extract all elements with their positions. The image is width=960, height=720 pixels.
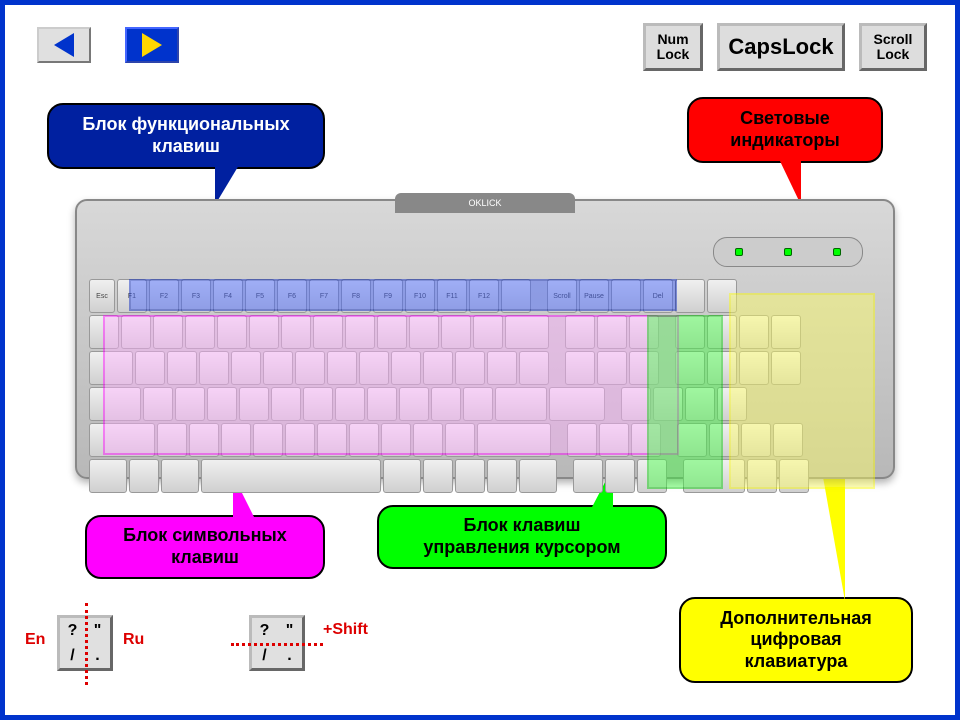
callout-sym: Блок символьныхклавиш [85, 515, 325, 579]
overlay-numpad-keys [729, 293, 875, 489]
legend-divider-vertical [85, 603, 88, 685]
lock-button-capslock[interactable]: CapsLock [717, 23, 845, 71]
key [487, 459, 517, 493]
key [161, 459, 199, 493]
nav-next-button[interactable] [125, 27, 179, 63]
callout-pointer-numpad [805, 477, 845, 601]
lock-button-numlock[interactable]: NumLock [643, 23, 703, 71]
nav-prev-button[interactable] [37, 27, 91, 63]
arrow-left-icon [54, 33, 74, 57]
arrow-right-icon [142, 33, 162, 57]
callout-cursor: Блок клавишуправления курсором [377, 505, 667, 569]
overlay-func-keys [129, 279, 677, 311]
key [423, 459, 453, 493]
key [383, 459, 421, 493]
callout-func: Блок функциональныхклавиш [47, 103, 325, 169]
legend-ru: Ru [123, 631, 144, 649]
overlay-cursor-keys [647, 315, 723, 489]
key-area: EscF1F2F3F4F5F6F7F8F9F10F11F12ScrollPaus… [89, 223, 881, 463]
legend-en: En [25, 631, 45, 649]
legend-divider-horizontal [231, 643, 323, 646]
key [605, 459, 635, 493]
lock-button-scrolllock[interactable]: ScrollLock [859, 23, 927, 71]
legend-shift: +Shift [323, 621, 368, 639]
key [455, 459, 485, 493]
callout-leds: Световыеиндикаторы [687, 97, 883, 163]
key [89, 459, 127, 493]
key [201, 459, 381, 493]
key [519, 459, 557, 493]
keyboard-brand: OKLICK [395, 193, 575, 213]
key: Esc [89, 279, 115, 313]
key [675, 279, 705, 313]
overlay-sym-keys [103, 315, 679, 455]
key [129, 459, 159, 493]
key [573, 459, 603, 493]
callout-numpad: Дополнительнаяцифроваяклавиатура [679, 597, 913, 683]
keyboard-diagram: OKLICK EscF1F2F3F4F5F6F7F8F9F10F11F12Scr… [75, 199, 895, 479]
